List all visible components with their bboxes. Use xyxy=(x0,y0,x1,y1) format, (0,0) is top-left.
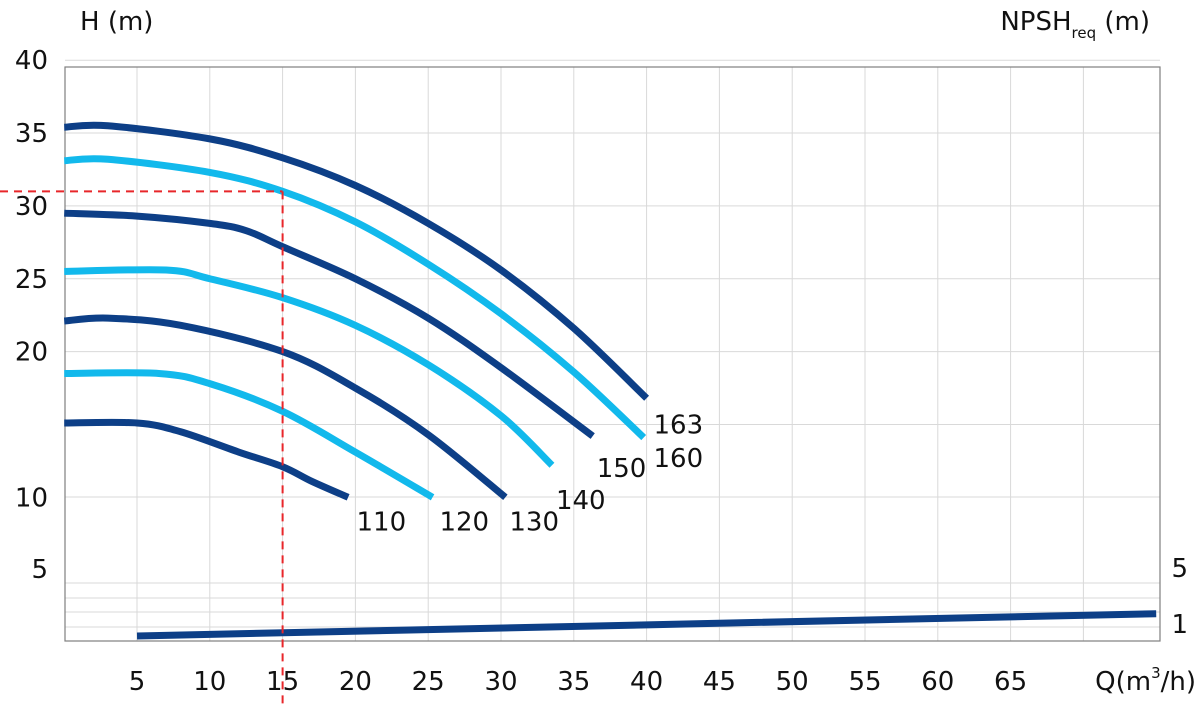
x-tick-label: 20 xyxy=(339,667,372,697)
curve-label-160: 160 xyxy=(654,444,704,474)
npsh-axis-title-main: NPSH xyxy=(1000,7,1071,37)
y-tick-label: 25 xyxy=(15,265,48,295)
y-tick-label: 30 xyxy=(15,192,48,222)
x-axis-title: Q(m3/h) xyxy=(1095,664,1196,697)
x-tick-label: 60 xyxy=(921,667,954,697)
curve-label-163: 163 xyxy=(654,410,704,440)
y-tick-label: 35 xyxy=(15,119,48,149)
curve-label-140: 140 xyxy=(556,486,606,516)
x-tick-label: 35 xyxy=(557,667,590,697)
npsh-tick-label: 5 xyxy=(1171,554,1188,584)
npsh-axis-title-unit: (m) xyxy=(1096,7,1150,37)
y-tick-label: 40 xyxy=(15,46,48,76)
x-tick-label: 15 xyxy=(266,667,299,697)
curve-110 xyxy=(64,418,350,501)
curve-120 xyxy=(64,369,435,501)
y-tick-label: 20 xyxy=(15,338,48,368)
x-axis-title-unit: /h) xyxy=(1161,667,1196,697)
grid xyxy=(64,59,1161,642)
x-tick-label: 50 xyxy=(776,667,809,697)
npsh-axis-title: NPSHreq (m) xyxy=(1000,7,1150,42)
operating-point-marker xyxy=(0,190,284,706)
x-tick-label: 25 xyxy=(412,667,445,697)
y-axis-title: H (m) xyxy=(80,7,153,37)
x-tick-label: 10 xyxy=(193,667,226,697)
curves xyxy=(63,121,1157,640)
curve-140 xyxy=(64,266,555,468)
x-axis-title-sup: 3 xyxy=(1151,664,1161,682)
x-tick-label: 65 xyxy=(994,667,1027,697)
x-tick-label: 45 xyxy=(703,667,736,697)
npsh-tick-label: 1 xyxy=(1171,610,1188,640)
curve-label-130: 130 xyxy=(509,508,559,538)
x-tick-label: 30 xyxy=(484,667,517,697)
curve-163 xyxy=(63,121,650,401)
curve-NPSHreq xyxy=(136,610,1157,640)
x-axis-title-main: Q(m xyxy=(1095,667,1151,697)
x-tick-label: 55 xyxy=(848,667,881,697)
x-tick-label: 40 xyxy=(630,667,663,697)
y-tick-label: 5 xyxy=(31,555,48,585)
plot-frame xyxy=(64,66,1161,642)
npsh-axis-title-sub: req xyxy=(1072,24,1097,42)
curve-label-150: 150 xyxy=(597,454,647,484)
y-tick-label: 10 xyxy=(15,483,48,513)
curve-label-110: 110 xyxy=(356,508,406,538)
curve-label-120: 120 xyxy=(439,508,489,538)
curve-150 xyxy=(64,209,595,439)
x-tick-label: 5 xyxy=(129,667,146,697)
curve-160 xyxy=(63,155,647,441)
